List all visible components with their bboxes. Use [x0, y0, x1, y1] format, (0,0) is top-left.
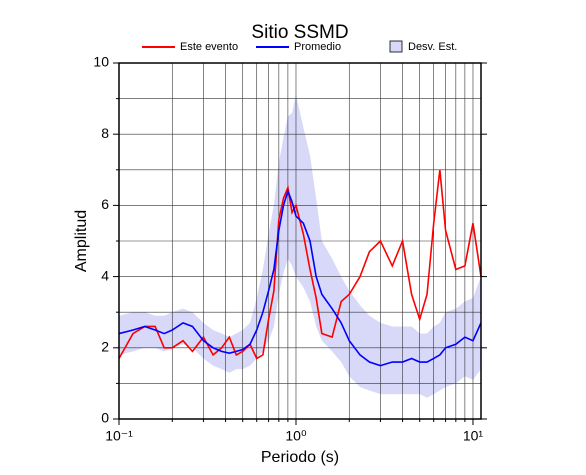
legend-label: Desv. Est.	[408, 41, 457, 53]
x-tick-label: 10⁻¹	[105, 428, 133, 444]
y-tick-label: 2	[101, 339, 109, 355]
legend-swatch	[389, 40, 403, 53]
legend-label: Promedio	[294, 41, 341, 53]
x-axis-label: Periodo (s)	[261, 449, 339, 466]
series-line	[118, 188, 482, 367]
y-tick-label: 6	[101, 196, 109, 212]
std-band	[119, 95, 481, 398]
x-tick-label: 10⁰	[285, 428, 307, 444]
y-tick-label: 8	[101, 125, 109, 141]
legend-label: Este evento	[180, 41, 238, 53]
y-tick-label: 10	[93, 54, 109, 70]
chart-title: Sitio SSMD	[251, 22, 348, 43]
y-tick-label: 0	[101, 410, 109, 426]
x-tick-label: 10¹	[463, 428, 484, 444]
y-axis-label: Amplitud	[73, 210, 90, 272]
y-tick-label: 4	[101, 267, 109, 283]
